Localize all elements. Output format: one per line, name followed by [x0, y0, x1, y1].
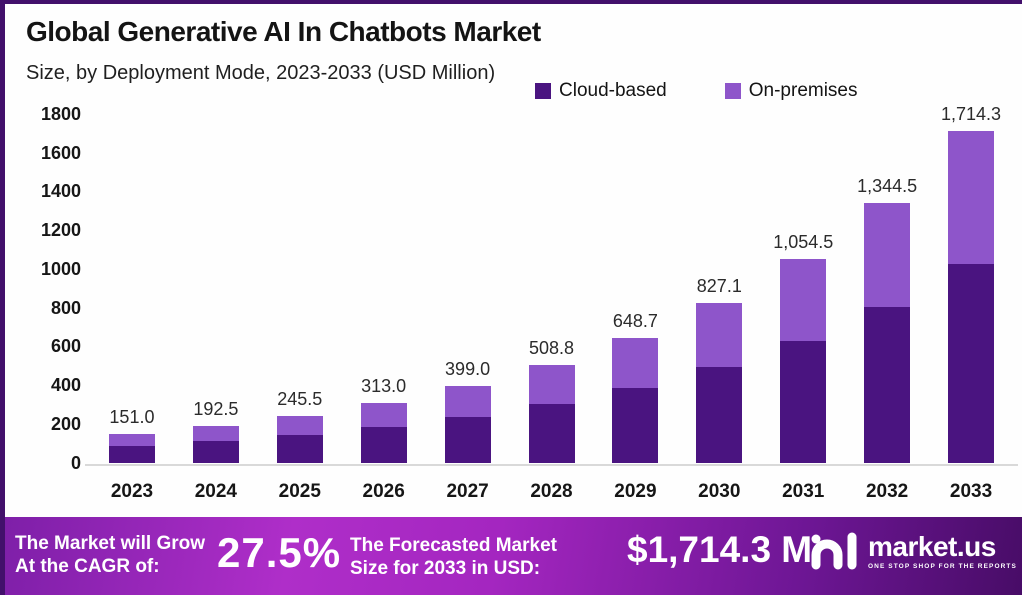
- bar-segment-cloud-based[interactable]: [444, 417, 491, 464]
- brand-tagline: ONE STOP SHOP FOR THE REPORTS: [868, 562, 1017, 570]
- x-axis-tick-label: 2026: [362, 480, 405, 502]
- cagr-caption-line1: The Market will Grow: [15, 533, 206, 554]
- bar-total-label: 648.7: [612, 310, 658, 331]
- bar-total-label: 151.0: [109, 407, 155, 428]
- x-axis-tick-label: 2030: [698, 480, 741, 502]
- y-axis-tick-label: 1200: [40, 220, 81, 241]
- bar-segment-cloud-based[interactable]: [780, 340, 827, 464]
- footer-banner: The Market will Grow At the CAGR of: 27.…: [5, 517, 1022, 595]
- bar-segment-on-premises[interactable]: [528, 364, 575, 405]
- legend-label: On-premises: [748, 80, 858, 101]
- forecast-value: $1,714.3 M: [627, 529, 813, 570]
- x-axis-tick-label: 2029: [614, 480, 657, 502]
- bar-segment-cloud-based[interactable]: [612, 388, 659, 464]
- bar-segment-cloud-based[interactable]: [864, 307, 911, 464]
- bar-segment-on-premises[interactable]: [108, 434, 155, 446]
- cagr-value: 27.5%: [217, 529, 342, 576]
- bar-segment-on-premises[interactable]: [780, 259, 827, 341]
- cagr-caption-line2: At the CAGR of:: [15, 556, 160, 577]
- bar-segment-on-premises[interactable]: [612, 337, 659, 389]
- x-axis-tick-label: 2031: [782, 480, 825, 502]
- bar-segment-on-premises[interactable]: [192, 426, 239, 442]
- y-axis-tick-label: 1000: [40, 258, 81, 279]
- bar-segment-cloud-based[interactable]: [696, 367, 743, 464]
- cloud-based-swatch-icon: [535, 83, 551, 99]
- bar-total-label: 245.5: [277, 388, 323, 409]
- y-axis-tick-label: 1400: [40, 181, 81, 202]
- stacked-bar-chart: 0 200 400 600 800 1000 1200 1400 1600 1800 151.0 20…: [5, 4, 1022, 519]
- bar-total-label: 827.1: [696, 276, 742, 297]
- x-axis-tick-label: 2025: [278, 480, 321, 502]
- bar-segment-cloud-based[interactable]: [108, 445, 155, 464]
- bar-segment-cloud-based[interactable]: [192, 441, 239, 464]
- x-axis-tick-label: 2028: [530, 480, 573, 502]
- y-axis-tick-label: 200: [50, 413, 81, 434]
- legend-item-on-premises[interactable]: On-premises: [724, 80, 858, 102]
- forecast-caption-line1: The Forecasted Market: [350, 535, 557, 556]
- legend-item-cloud-based[interactable]: Cloud-based: [535, 80, 667, 102]
- forecast-caption: The Forecasted Market Size for 2033 in U…: [350, 534, 557, 580]
- bar-segment-cloud-based[interactable]: [948, 264, 995, 464]
- y-axis-tick-label: 600: [50, 336, 81, 357]
- brand-name: market.us: [868, 530, 996, 562]
- x-axis-tick-label: 2027: [446, 480, 489, 502]
- bar-segment-on-premises[interactable]: [360, 402, 407, 428]
- bar-segment-on-premises[interactable]: [696, 303, 743, 368]
- bar-segment-cloud-based[interactable]: [360, 427, 407, 464]
- forecast-caption-line2: Size for 2033 in USD:: [350, 558, 541, 579]
- y-axis-tick-label: 0: [70, 452, 81, 473]
- x-axis-tick-label: 2033: [949, 480, 993, 502]
- bar-total-label: 1,344.5: [857, 176, 918, 197]
- y-axis-tick-label: 800: [50, 297, 81, 318]
- bar-total-label: 399.0: [445, 359, 491, 380]
- marketus-logo-icon: [811, 532, 857, 570]
- x-axis-line: [85, 463, 1018, 466]
- legend-label: Cloud-based: [559, 80, 667, 101]
- bar-segment-cloud-based[interactable]: [276, 434, 323, 464]
- bar-segment-on-premises[interactable]: [864, 203, 911, 308]
- page-title: Global Generative AI In Chatbots Market: [26, 16, 541, 47]
- x-axis-tick-label: 2024: [194, 480, 237, 502]
- brand-text: market.us ONE STOP SHOP FOR THE REPORTS: [868, 530, 1017, 570]
- bar-segment-on-premises[interactable]: [276, 415, 323, 435]
- y-axis-tick-label: 1800: [40, 103, 81, 124]
- brand-block[interactable]: market.us ONE STOP SHOP FOR THE REPORTS: [811, 531, 1017, 571]
- x-axis-tick-label: 2032: [865, 480, 909, 502]
- on-premises-swatch-icon: [724, 83, 741, 99]
- bar-total-label: 1,714.3: [941, 104, 1002, 125]
- bar-total-label: 313.0: [361, 375, 407, 396]
- bar-segment-cloud-based[interactable]: [528, 404, 575, 464]
- page-subtitle: Size, by Deployment Mode, 2023-2033 (USD…: [26, 62, 496, 84]
- x-axis-tick-label: 2023: [110, 480, 154, 502]
- cagr-caption: The Market will Grow At the CAGR of:: [15, 532, 205, 578]
- y-axis-tick-label: 400: [50, 375, 81, 395]
- chart-legend: Cloud-based On-premises: [535, 80, 858, 102]
- bar-segment-on-premises[interactable]: [444, 386, 491, 418]
- bar-total-label: 508.8: [528, 337, 575, 358]
- y-axis-tick-label: 1600: [40, 142, 81, 163]
- bar-segment-on-premises[interactable]: [948, 131, 995, 265]
- bar-total-label: 192.5: [193, 399, 239, 420]
- bar-total-label: 1,054.5: [773, 232, 834, 253]
